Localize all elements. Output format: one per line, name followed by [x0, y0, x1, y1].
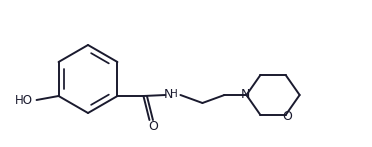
Text: HO: HO — [15, 93, 33, 106]
Text: O: O — [283, 110, 293, 122]
Text: N: N — [164, 87, 173, 101]
Text: N: N — [241, 87, 250, 101]
Text: H: H — [170, 89, 177, 99]
Text: O: O — [148, 121, 158, 133]
